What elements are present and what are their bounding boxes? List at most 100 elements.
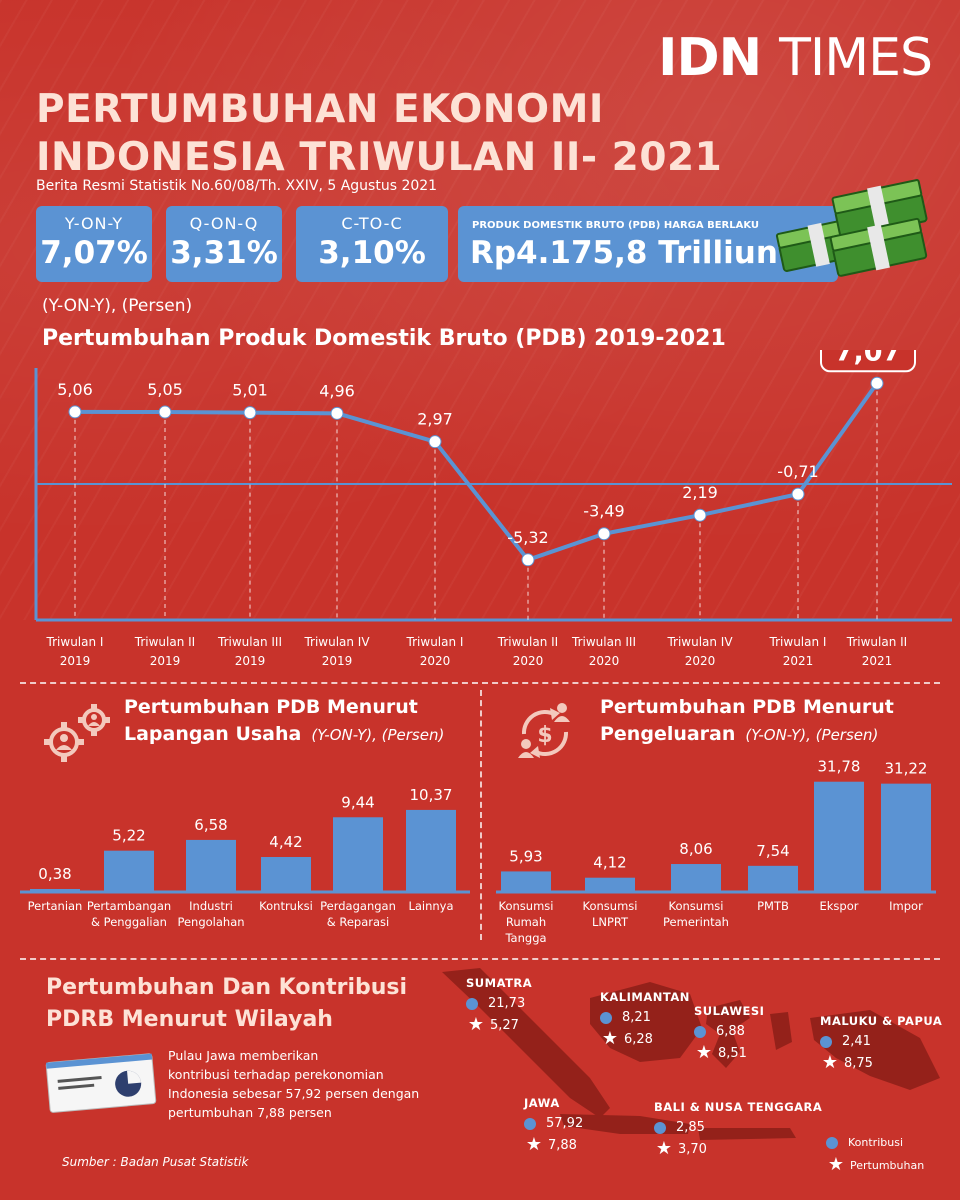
region-note-line: Indonesia sebesar 57,92 persen dengan [168, 1086, 420, 1101]
bar [261, 857, 311, 892]
kontribusi-dot-icon [826, 1136, 838, 1149]
star-icon: ★ [655, 1138, 673, 1159]
region-kalimantan: KALIMANTAN 8,21 ★ 6,28 [600, 990, 690, 1049]
pdb-card: PRODUK DOMESTIK BRUTO (PDB) HARGA BERLAK… [458, 206, 838, 282]
x-tick-label: Triwulan I [769, 635, 827, 649]
expenditure-title-line-1: Pertumbuhan PDB Menurut [600, 696, 894, 718]
section-divider [20, 958, 940, 960]
sector-chart-title: Pertumbuhan PDB Menurut Lapangan Usaha (Y… [124, 694, 444, 749]
data-label: 2,19 [682, 483, 718, 502]
stat-card-qoq: Q-ON-Q 3,31% [166, 206, 282, 282]
region-note-line: kontribusi terhadap perekonomian [168, 1067, 384, 1082]
data-label: 5,93 [509, 847, 542, 865]
region-name: BALI & NUSA TENGGARA [654, 1100, 823, 1114]
x-tick-label: Perdagangan [320, 899, 396, 913]
section-divider-vertical [480, 690, 482, 940]
kontribusi-dot-icon [524, 1117, 536, 1130]
kontribusi-dot-icon [820, 1035, 832, 1048]
star-icon: ★ [525, 1134, 543, 1155]
map-papua [810, 1010, 940, 1090]
region-name: SULAWESI [694, 1004, 765, 1018]
stat-label: Y-ON-Y [64, 214, 124, 233]
data-label: 10,37 [410, 786, 453, 804]
region-kontribusi: 6,88 [716, 1024, 745, 1039]
idn-times-logo: IDN TIMES [658, 28, 933, 88]
gears-people-icon [44, 704, 110, 762]
data-label: 31,78 [818, 758, 861, 776]
x-tick-label: Tangga [504, 931, 546, 945]
title-line-1: PERTUMBUHAN EKONOMI [36, 87, 604, 132]
x-tick-label: Triwulan IV [666, 635, 733, 649]
x-tick-label: Triwulan III [217, 635, 282, 649]
x-tick-label: Konsumsi [583, 899, 638, 913]
x-tick-label: Lainnya [408, 899, 453, 913]
dollar-exchange-icon: $ [518, 703, 570, 758]
data-label: 4,96 [319, 381, 355, 400]
region-pertumbuhan: 8,51 [718, 1045, 747, 1061]
stat-value: 3,10% [318, 235, 426, 271]
map-sulawesi [706, 1000, 750, 1068]
data-point [428, 435, 442, 449]
expenditure-unit-note: (Y-ON-Y), (Persen) [745, 726, 879, 744]
x-tick-label: Triwulan III [571, 635, 636, 649]
x-tick-label: Pemerintah [663, 915, 729, 929]
sector-title-line-2: Lapangan Usaha [124, 723, 302, 745]
logo-times: TIMES [779, 28, 933, 88]
region-note: Pulau Jawa memberikan kontribusi terhada… [168, 1046, 438, 1122]
x-tick-label: & Reparasi [327, 915, 389, 929]
kontribusi-dot-icon [466, 997, 478, 1010]
star-icon: ★ [695, 1042, 713, 1063]
kontribusi-dot-icon [654, 1121, 666, 1134]
region-title-line-2: PDRB Menurut Wilayah [46, 1007, 333, 1032]
pdb-label: PRODUK DOMESTIK BRUTO (PDB) HARGA BERLAK… [472, 220, 760, 231]
x-tick-label: Triwulan I [46, 635, 104, 649]
x-tick-label: 2020 [420, 654, 451, 668]
x-tick-label: LNPRT [592, 915, 629, 929]
data-point [68, 405, 82, 419]
x-tick-label: Triwulan IV [303, 635, 370, 649]
data-label: 2,97 [417, 410, 453, 429]
data-label: 0,38 [38, 865, 71, 883]
region-sumatra: SUMATRA 21,73 ★ 5,27 [466, 976, 533, 1035]
kontribusi-dot-icon [694, 1025, 706, 1038]
region-pertumbuhan: 7,88 [548, 1137, 577, 1153]
expenditure-title-line-2: Pengeluaran [600, 723, 736, 745]
data-point [243, 406, 257, 420]
kontribusi-dot-icon [600, 1011, 612, 1024]
region-kontribusi: 2,41 [842, 1034, 871, 1049]
x-tick-label: Industri [189, 899, 233, 913]
stat-value: 7,07% [40, 235, 148, 271]
sector-unit-note: (Y-ON-Y), (Persen) [311, 726, 445, 744]
star-icon: ★ [827, 1154, 845, 1175]
sector-title-line-1: Pertumbuhan PDB Menurut [124, 696, 418, 718]
region-note-line: pertumbuhan 7,88 persen [168, 1105, 332, 1120]
data-label: 5,22 [112, 827, 145, 845]
bar [585, 877, 635, 892]
region-name: SUMATRA [466, 976, 533, 990]
map-maluku [770, 1012, 792, 1050]
sector-bar-chart: 0,38 Pertanian 5,22 Pertambangan & Penggalia… [20, 786, 470, 929]
bar [881, 783, 931, 892]
bar [671, 864, 721, 892]
region-kontribusi: 2,85 [676, 1120, 705, 1135]
region-kontribusi: 8,21 [622, 1010, 651, 1025]
bar [104, 850, 154, 892]
data-label: 5,01 [232, 381, 268, 400]
document-card-icon [45, 1053, 157, 1113]
region-pertumbuhan: 6,28 [624, 1031, 653, 1047]
star-icon: ★ [601, 1028, 619, 1049]
x-tick-label: Triwulan II [497, 635, 558, 649]
stat-card-yoy: Y-ON-Y 7,07% [36, 206, 152, 282]
expenditure-chart-title: Pertumbuhan PDB Menurut Pengeluaran (Y-ON… [600, 694, 894, 749]
data-label: 8,06 [679, 840, 712, 858]
star-icon: ★ [467, 1014, 485, 1035]
data-label: -5,32 [507, 528, 548, 547]
data-label: -0,71 [777, 462, 818, 481]
data-label: 4,12 [593, 854, 626, 872]
data-point [158, 405, 172, 419]
bar [30, 888, 80, 892]
data-point [870, 376, 884, 390]
data-point [597, 527, 611, 541]
x-tick-label: PMTB [757, 899, 789, 913]
x-tick-label: & Penggalian [91, 915, 167, 929]
